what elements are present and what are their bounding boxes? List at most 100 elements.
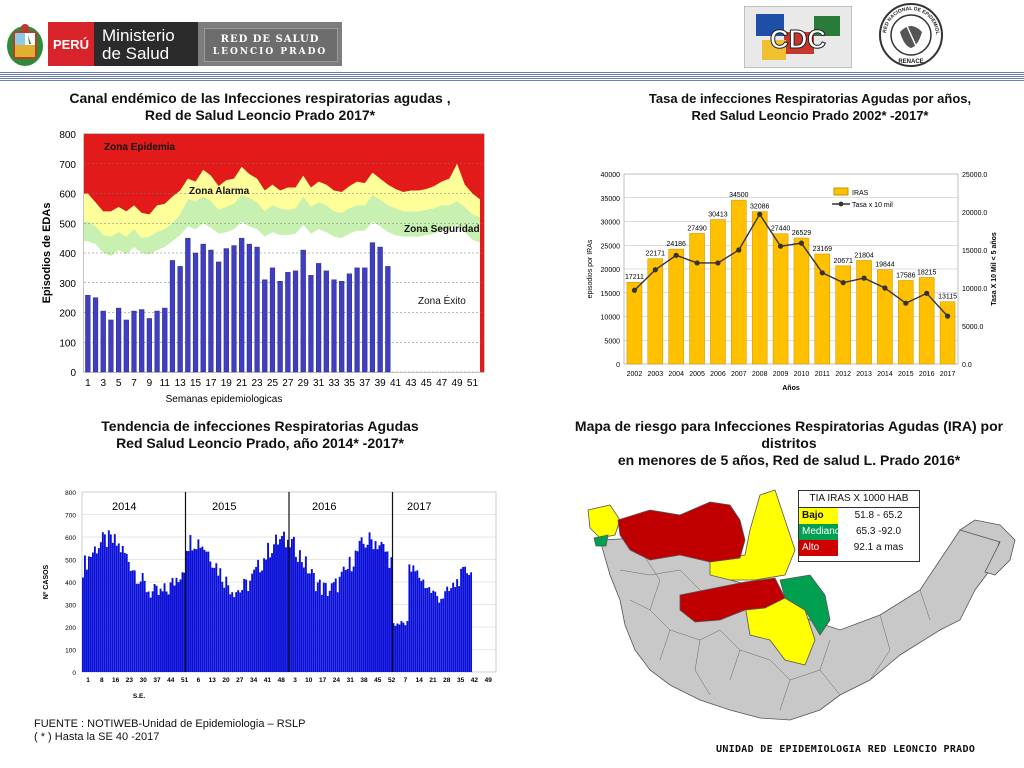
trend-bar bbox=[99, 542, 102, 672]
y2-tick-label: 10000.0 bbox=[962, 286, 987, 293]
bar-2008 bbox=[751, 211, 768, 365]
x-tick-label: 35 bbox=[344, 378, 356, 389]
bar-week-19 bbox=[223, 248, 229, 373]
bar-2003 bbox=[647, 258, 664, 365]
ministry-line2: de Salud bbox=[102, 44, 170, 63]
bar-week-34 bbox=[339, 281, 345, 373]
x-axis-title: Semanas epidemiologicas bbox=[166, 394, 283, 405]
x-tick-label: 2017 bbox=[940, 371, 956, 378]
bar-week-22 bbox=[246, 243, 252, 373]
x-tick-label: 45 bbox=[421, 378, 433, 389]
trend-bar bbox=[195, 549, 198, 672]
chart3-title-line1: Tendencia de infecciones Respiratorias A… bbox=[101, 418, 419, 434]
trend-bar bbox=[227, 585, 230, 672]
trend-bar bbox=[219, 568, 222, 672]
bar-week-1 bbox=[85, 295, 91, 373]
bar-week-26 bbox=[277, 281, 283, 373]
trend-bar bbox=[217, 575, 220, 672]
x-tick-label: 41 bbox=[390, 378, 402, 389]
y-tick-label: 100 bbox=[65, 648, 76, 655]
trend-bar bbox=[440, 598, 443, 672]
bar-week-10 bbox=[154, 310, 160, 373]
trend-bar bbox=[153, 584, 156, 672]
trend-bar bbox=[328, 590, 331, 672]
trend-bar bbox=[109, 534, 112, 672]
bar-week-25 bbox=[269, 267, 276, 373]
x-tick-label: 52 bbox=[388, 677, 396, 684]
trend-bar bbox=[215, 563, 218, 672]
trend-bar bbox=[285, 547, 287, 672]
trend-bar bbox=[436, 596, 439, 672]
x-tick-label: 2002 bbox=[627, 371, 643, 378]
trend-bar bbox=[320, 594, 323, 672]
bar-2005 bbox=[689, 233, 705, 365]
map-legend-row-alto: Alto 92.1 a mas bbox=[799, 540, 919, 556]
trend-bar bbox=[388, 567, 391, 672]
bar-2014 bbox=[877, 269, 893, 365]
trend-bar bbox=[306, 573, 309, 672]
y-tick-label: 200 bbox=[59, 309, 76, 320]
trend-bar bbox=[261, 570, 264, 672]
trend-bar bbox=[448, 590, 451, 672]
y-tick-label: 200 bbox=[65, 625, 76, 632]
x-tick-label: 38 bbox=[360, 677, 368, 684]
trend-bar bbox=[193, 548, 196, 672]
trend-bar bbox=[121, 545, 124, 672]
chart2-title-line1: Tasa de infecciones Respiratorias Agudas… bbox=[648, 91, 972, 106]
bar-week-13 bbox=[177, 266, 183, 373]
map-yellow-region-west bbox=[587, 504, 621, 539]
trend-bar bbox=[163, 583, 166, 672]
map-district-lines bbox=[619, 549, 931, 711]
trend-bar bbox=[364, 547, 367, 672]
x-tick-label: 37 bbox=[359, 378, 371, 389]
risk-map bbox=[587, 489, 1016, 721]
rate-point-2008 bbox=[757, 211, 763, 217]
bar-value-label: 18215 bbox=[917, 269, 937, 276]
map-gray-region-east bbox=[959, 519, 1016, 576]
trend-bar bbox=[312, 572, 315, 672]
x-tick-label: 10 bbox=[305, 677, 313, 684]
trend-bar bbox=[225, 576, 228, 672]
trend-bar bbox=[237, 590, 240, 672]
zone-alarma-label: Zona Alarma bbox=[189, 186, 250, 197]
x-tick-label: 51 bbox=[467, 378, 479, 389]
bar-value-label: 20671 bbox=[833, 258, 853, 265]
y-tick-label: 0 bbox=[72, 670, 76, 677]
trend-bar bbox=[185, 550, 188, 672]
bar-value-label: 30413 bbox=[708, 212, 728, 219]
bar-2010 bbox=[793, 237, 810, 365]
bar-value-label: 32086 bbox=[750, 204, 770, 211]
bar-week-16 bbox=[200, 243, 206, 373]
bar-week-11 bbox=[162, 307, 168, 373]
trend-bar bbox=[356, 551, 359, 672]
trend-bar bbox=[324, 583, 327, 672]
bar-week-23 bbox=[254, 246, 260, 373]
trend-bar bbox=[119, 552, 122, 672]
seal-bottom-text: RENACE bbox=[898, 59, 923, 65]
bar-week-27 bbox=[285, 272, 291, 373]
trend-bar bbox=[336, 592, 339, 672]
trend-bar bbox=[159, 588, 162, 672]
bar-value-label: 13115 bbox=[938, 294, 957, 301]
trend-bar bbox=[275, 534, 277, 672]
x-tick-label: 24 bbox=[333, 677, 341, 684]
trend-bar bbox=[380, 541, 383, 672]
y-tick-label: 600 bbox=[59, 190, 76, 201]
x-tick-label: 31 bbox=[313, 378, 325, 389]
trend-bar bbox=[354, 550, 357, 672]
trend-bar bbox=[203, 549, 206, 672]
map-green-region-west bbox=[593, 534, 609, 547]
y-axis-title: Episodios de EDAs bbox=[41, 203, 53, 304]
map-title-line1: Mapa de riesgo para Infecciones Respirat… bbox=[574, 418, 1004, 451]
trend-bar bbox=[265, 559, 268, 672]
trend-bar bbox=[382, 543, 385, 672]
y-tick-label: 35000 bbox=[601, 196, 621, 203]
x-tick-label: 21 bbox=[236, 378, 248, 389]
x-tick-label: 39 bbox=[375, 378, 387, 389]
zone-exito-area bbox=[84, 221, 484, 372]
trend-bar bbox=[430, 592, 433, 672]
trend-bar bbox=[87, 556, 90, 672]
trend-bar bbox=[277, 544, 279, 672]
